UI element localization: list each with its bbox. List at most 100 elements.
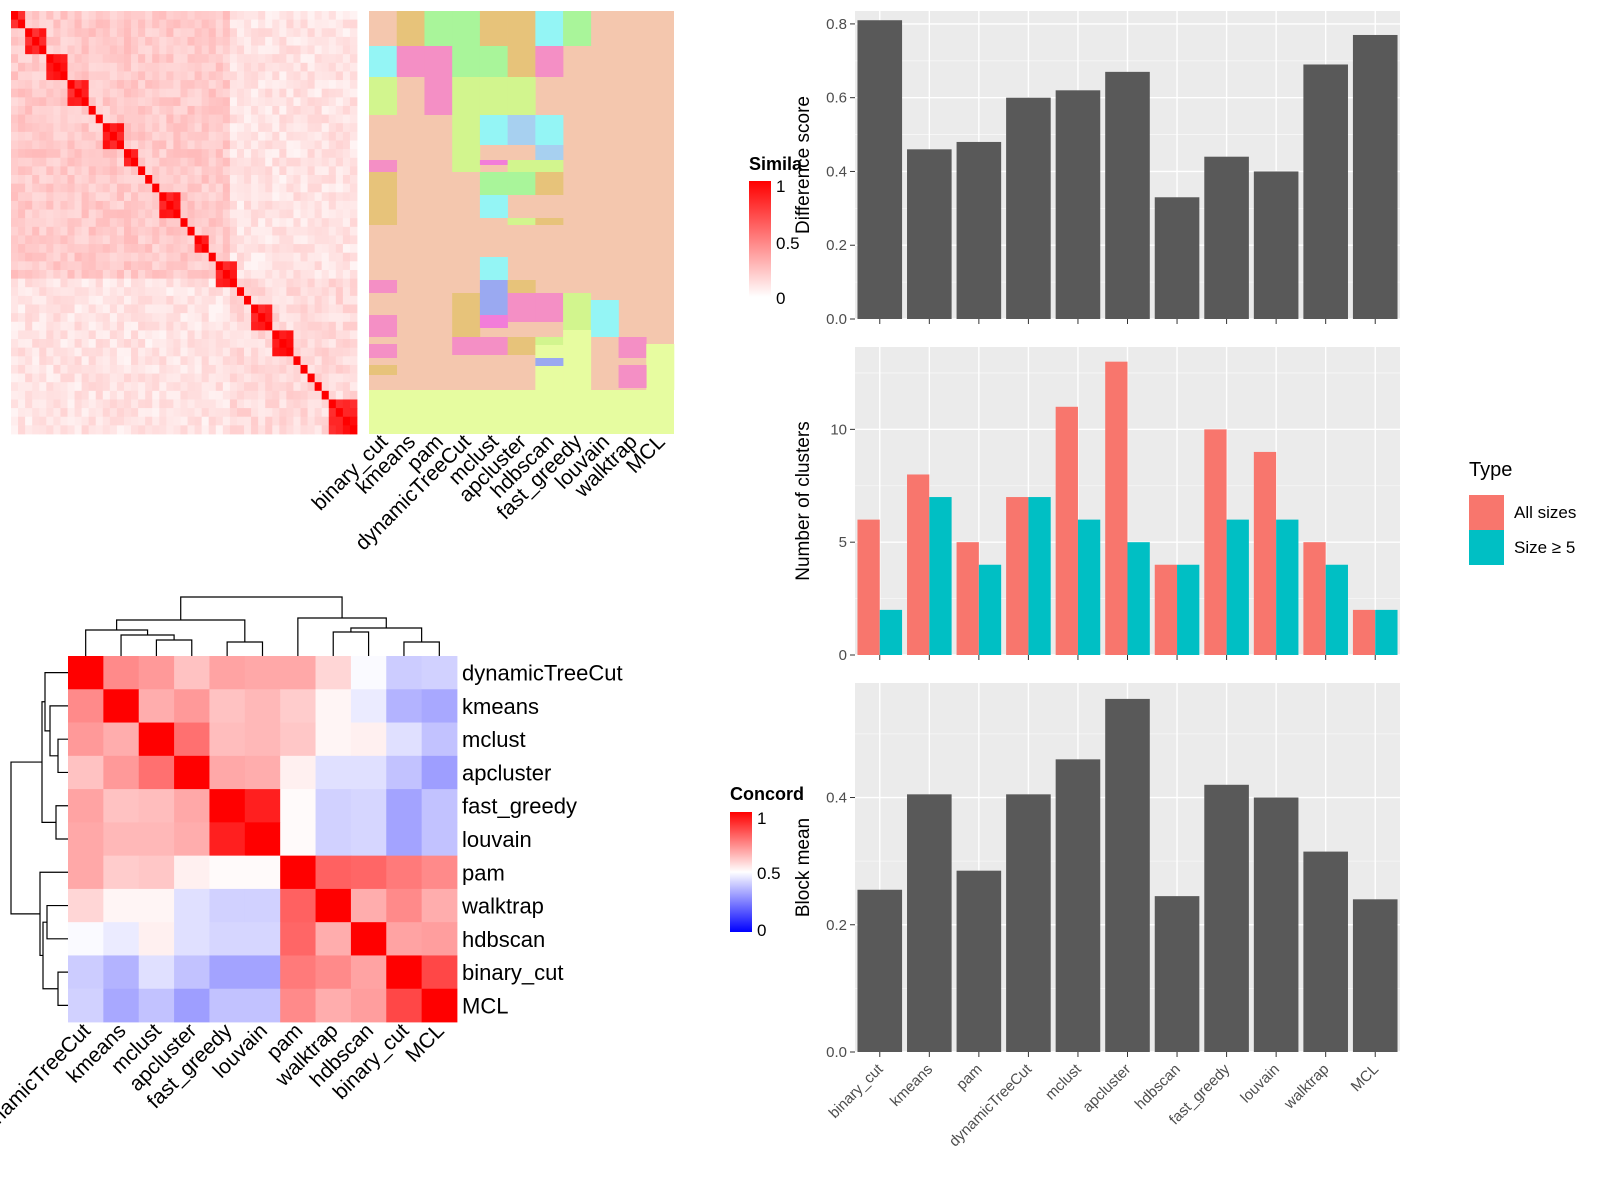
similarity-cell <box>293 425 301 435</box>
similarity-cell <box>152 278 160 288</box>
similarity-cell <box>123 313 132 323</box>
similarity-cell <box>300 364 308 374</box>
similarity-cell <box>74 347 83 357</box>
similarity-cell <box>215 80 224 90</box>
similarity-cell <box>293 19 301 29</box>
similarity-cell <box>46 123 54 133</box>
similarity-cell <box>335 175 344 185</box>
similarity-cell <box>166 36 174 46</box>
similarity-cell <box>187 244 195 254</box>
similarity-cell <box>314 416 323 426</box>
similarity-cell <box>18 131 26 141</box>
similarity-cell <box>180 97 188 107</box>
similarity-cell <box>152 287 160 297</box>
similarity-cell <box>159 19 167 29</box>
similarity-cell <box>60 313 68 323</box>
similarity-cell <box>25 166 33 176</box>
similarity-cell <box>18 287 26 297</box>
similarity-cell <box>321 313 330 323</box>
similarity-cell <box>138 80 146 90</box>
similarity-cell <box>32 97 40 107</box>
similarity-legend-bar <box>749 181 771 297</box>
similarity-cell <box>265 382 273 392</box>
similarity-cell <box>201 382 210 392</box>
similarity-cell <box>342 97 351 107</box>
similarity-cell <box>123 62 132 72</box>
concordance-cell <box>386 722 423 757</box>
similarity-cell <box>173 235 181 245</box>
similarity-cell <box>18 364 26 374</box>
similarity-cell <box>159 330 167 340</box>
similarity-cell <box>95 364 104 374</box>
similarity-cell <box>74 157 83 167</box>
similarity-cell <box>32 105 40 115</box>
similarity-cell <box>116 71 125 81</box>
similarity-cell <box>307 54 316 64</box>
similarity-cell <box>102 347 111 357</box>
similarity-cell <box>95 209 104 219</box>
similarity-cell <box>328 192 337 202</box>
similarity-cell <box>286 88 294 98</box>
cluster-segment <box>563 11 592 46</box>
similarity-cell <box>145 131 153 141</box>
similarity-cell <box>138 45 146 55</box>
similarity-cell <box>88 304 97 314</box>
concordance-row-label: dynamicTreeCut <box>462 661 623 686</box>
similarity-cell <box>244 62 252 72</box>
similarity-cell <box>258 19 266 29</box>
similarity-cell <box>46 157 54 167</box>
similarity-cell <box>145 252 153 262</box>
similarity-cell <box>145 244 153 254</box>
similarity-cell <box>32 425 40 435</box>
similarity-cell <box>265 313 273 323</box>
similarity-cell <box>74 425 83 435</box>
similarity-cell <box>194 399 203 409</box>
similarity-cell <box>123 339 132 349</box>
similarity-cell <box>180 408 188 418</box>
similarity-cell <box>159 45 167 55</box>
similarity-cell <box>102 114 111 124</box>
similarity-cell <box>152 269 160 280</box>
concordance-cell <box>103 722 140 757</box>
similarity-cell <box>349 140 358 150</box>
similarity-cell <box>46 192 54 202</box>
similarity-cell <box>300 235 308 245</box>
similarity-cell <box>222 304 231 314</box>
similarity-cell <box>116 140 125 150</box>
similarity-cell <box>145 123 153 133</box>
similarity-cell <box>194 382 203 392</box>
similarity-cell <box>102 157 111 167</box>
similarity-cell <box>123 226 132 236</box>
similarity-cell <box>335 416 344 426</box>
similarity-cell <box>74 226 83 236</box>
similarity-cell <box>286 28 294 38</box>
similarity-cell <box>293 88 301 98</box>
similarity-cell <box>67 218 75 228</box>
similarity-cell <box>251 364 259 374</box>
similarity-cell <box>60 175 68 185</box>
similarity-cell <box>138 339 146 349</box>
similarity-cell <box>300 209 308 219</box>
similarity-cell <box>300 200 308 210</box>
similarity-cell <box>279 416 287 426</box>
similarity-cell <box>286 114 294 124</box>
similarity-cell <box>314 131 323 141</box>
similarity-cell <box>180 416 188 426</box>
bar-all-sizes <box>1055 406 1078 655</box>
similarity-cell <box>18 295 26 305</box>
similarity-cell <box>272 131 280 141</box>
similarity-cell <box>46 45 54 55</box>
similarity-cell <box>32 399 40 409</box>
similarity-cell <box>53 11 61 21</box>
similarity-cell <box>349 252 358 262</box>
similarity-cell <box>46 71 54 81</box>
similarity-cell <box>145 114 153 124</box>
similarity-cell <box>180 269 188 280</box>
similarity-cell <box>293 105 301 115</box>
similarity-cell <box>244 97 252 107</box>
similarity-cell <box>123 123 132 133</box>
similarity-cell <box>293 252 301 262</box>
similarity-cell <box>74 364 83 374</box>
similarity-cell <box>116 62 125 72</box>
similarity-cell <box>11 330 19 340</box>
